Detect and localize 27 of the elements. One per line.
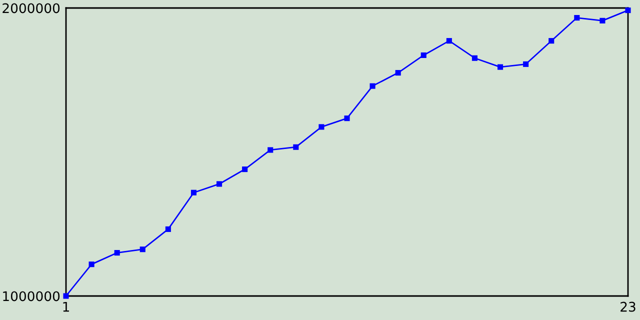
- point: [88, 262, 94, 268]
- point: [574, 15, 580, 21]
- point: [190, 190, 197, 196]
- point: [63, 293, 69, 299]
- point: [523, 61, 529, 67]
- point: [140, 246, 146, 252]
- point: [242, 166, 248, 172]
- point: [268, 147, 274, 153]
- x-tick-label: 23: [620, 302, 636, 312]
- point: [318, 124, 324, 130]
- point: [293, 144, 299, 150]
- y-tick-label: 2000000: [2, 3, 60, 14]
- point: [395, 70, 401, 76]
- x-tick-label: 1: [63, 302, 69, 312]
- point: [420, 52, 426, 58]
- point: [548, 38, 554, 44]
- y-tick-label: 1000000: [3, 291, 60, 302]
- point: [344, 116, 350, 122]
- point: [625, 8, 631, 14]
- point: [446, 38, 452, 44]
- point: [472, 55, 478, 61]
- point: [600, 18, 606, 24]
- point: [497, 64, 504, 70]
- point: [114, 250, 120, 256]
- point: [370, 83, 376, 89]
- point: [216, 181, 222, 187]
- point: [165, 226, 171, 232]
